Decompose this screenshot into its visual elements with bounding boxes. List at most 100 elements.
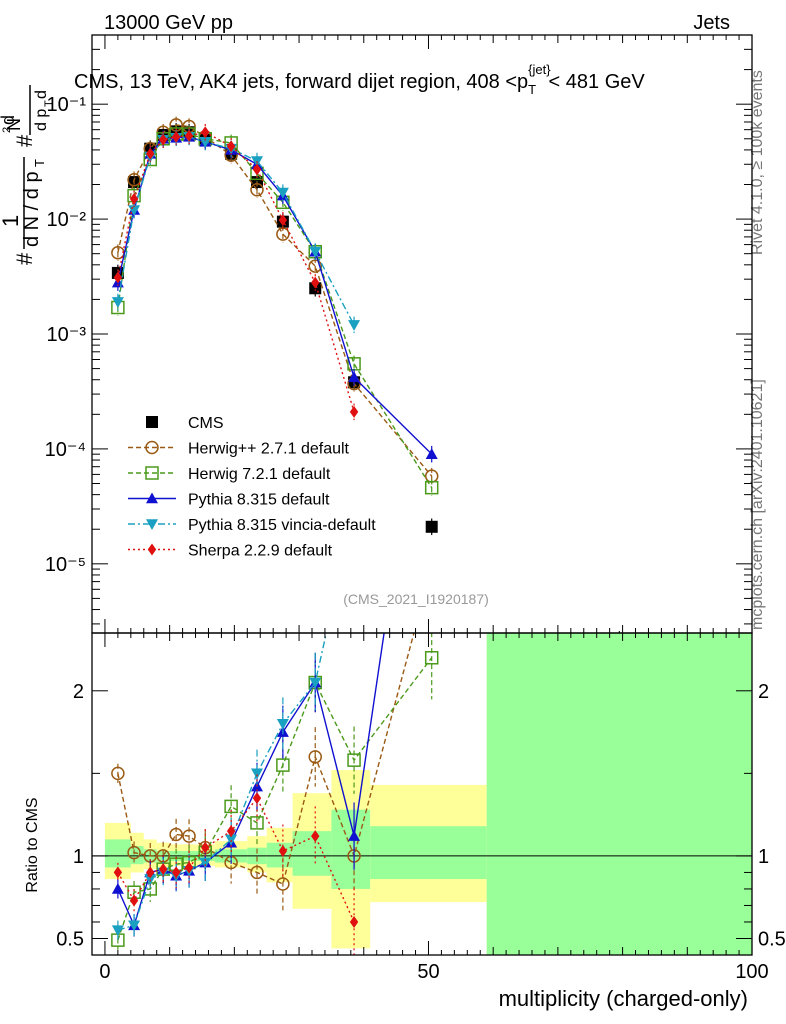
series-herwig-2-7-1-default xyxy=(111,116,439,485)
y-tick-label: 10⁻⁴ xyxy=(45,439,86,461)
ratio-frame xyxy=(91,632,753,956)
ratio-point xyxy=(184,861,194,874)
svg-text:#: # xyxy=(12,252,37,265)
data-point xyxy=(276,187,289,199)
data-point xyxy=(252,163,262,176)
data-point xyxy=(311,276,320,289)
green-band-bin xyxy=(370,826,487,880)
ratio-point xyxy=(128,920,141,932)
legend-entry: Herwig++ 2.7.1 default xyxy=(128,441,350,458)
ratio-point xyxy=(348,504,360,515)
ratio-point xyxy=(199,857,212,869)
series-sherpa-2-2-9-default xyxy=(113,123,359,421)
legend-entry: Pythia 8.315 default xyxy=(128,492,330,509)
data-point xyxy=(348,320,361,331)
ratio-point xyxy=(146,866,155,879)
ratio-y-tick-label-right: 0.5 xyxy=(758,928,786,950)
ratio-point xyxy=(349,915,359,928)
ratio-point xyxy=(276,758,290,772)
ratio-point xyxy=(169,827,183,842)
ratio-point xyxy=(426,305,438,316)
series-line xyxy=(117,136,433,455)
ratio-point xyxy=(308,750,322,764)
axes: 0 50 100 10⁻⁵ 10⁻⁴ 10⁻³ 10⁻² 10⁻¹ 0.5 0.5 1 1 2 2 xyxy=(45,34,786,983)
legend-label: Herwig 7.2.1 default xyxy=(188,466,331,483)
ratio-point xyxy=(347,753,361,767)
header-left: 13000 GeV pp xyxy=(104,12,233,34)
x-tick-label: 50 xyxy=(417,961,439,983)
y-tick-label: 10⁻⁵ xyxy=(45,554,86,576)
ratio-point xyxy=(311,830,320,843)
ratio-y-tick-label-right: 2 xyxy=(758,681,769,703)
plot-title: CMS, 13 TeV, AK4 jets, forward dijet reg… xyxy=(74,62,645,97)
data-point xyxy=(226,140,236,153)
series-cms xyxy=(111,123,620,633)
legend-entry: Herwig 7.2.1 default xyxy=(128,466,331,483)
svg-text:d N / d p: d N / d p xyxy=(21,171,43,247)
ratio-point xyxy=(127,845,141,860)
title-main: CMS, 13 TeV, AK4 jets, forward dijet reg… xyxy=(74,71,528,93)
data-point xyxy=(171,130,181,143)
ratio-point xyxy=(251,768,263,780)
ratio-panel xyxy=(92,305,752,955)
svg-text:1: 1 xyxy=(0,215,23,227)
legend-label: Pythia 8.315 vincia-default xyxy=(188,517,376,534)
data-point xyxy=(348,371,361,383)
svg-text:T: T xyxy=(32,159,47,167)
data-point xyxy=(201,126,210,139)
series-pythia-8-315-default xyxy=(111,128,438,463)
legend-marker xyxy=(146,416,158,428)
ratio-line xyxy=(117,633,328,931)
data-point xyxy=(425,520,438,533)
data-point xyxy=(158,133,168,146)
ratio-series-sherpa-2-2-9-default xyxy=(113,774,359,955)
analysis-id: (CMS_2021_I1920187) xyxy=(343,591,489,607)
legend-marker xyxy=(146,492,158,504)
ratio-point xyxy=(276,719,289,730)
data-point xyxy=(184,129,194,142)
ratio-point xyxy=(226,825,236,838)
ratio-y-tick-label: 2 xyxy=(73,681,84,703)
main-panel xyxy=(111,116,620,633)
ratio-y-axis-label: Ratio to CMS xyxy=(24,797,41,892)
x-axis-label: multiplicity (charged-only) xyxy=(499,986,748,1011)
data-point xyxy=(128,205,141,216)
legend-label: Herwig++ 2.7.1 default xyxy=(188,441,350,458)
svg-text:d p: d p xyxy=(33,109,50,131)
ratio-point xyxy=(348,830,361,841)
ratio-point xyxy=(158,863,168,876)
svg-text:d: d xyxy=(0,115,18,125)
legend-entry: Pythia 8.315 vincia-default xyxy=(128,517,376,534)
green-band-bin xyxy=(486,633,752,955)
data-point xyxy=(424,480,439,495)
y-tick-label: 10⁻¹ xyxy=(47,94,87,116)
x-tick-label: 0 xyxy=(99,961,110,983)
ratio-point xyxy=(111,882,124,894)
ratio-point xyxy=(424,651,439,665)
ratio-point xyxy=(182,829,196,843)
data-point xyxy=(111,297,124,308)
green-band-bin xyxy=(104,839,131,868)
ratio-point xyxy=(224,799,238,814)
legend-label: CMS xyxy=(188,415,224,432)
svg-text:#: # xyxy=(12,134,37,147)
ratio-point xyxy=(113,866,123,879)
y-tick-label: 10⁻³ xyxy=(47,324,87,346)
ratio-point xyxy=(129,894,139,907)
ratio-y-tick-label-right: 1 xyxy=(758,846,769,868)
svg-text:T: T xyxy=(43,100,55,107)
ratio-uncertainty-bands xyxy=(104,633,752,955)
side-text-top: Rivet 4.1.0, ≥ 100k events xyxy=(749,70,766,255)
data-point xyxy=(127,172,141,187)
ratio-point xyxy=(171,866,181,879)
data-point xyxy=(309,246,322,258)
series-line xyxy=(117,136,355,326)
svg-text:d: d xyxy=(33,90,50,99)
ratio-point xyxy=(201,841,210,854)
series-line xyxy=(117,133,433,489)
ratio-point xyxy=(276,877,290,891)
data-point xyxy=(129,192,139,205)
title-sub: T xyxy=(528,82,536,97)
data-point xyxy=(199,137,212,148)
